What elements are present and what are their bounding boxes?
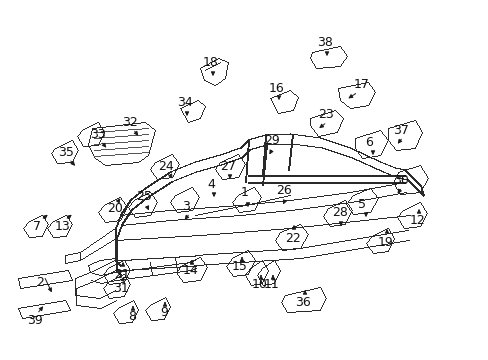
Text: 19: 19	[377, 235, 393, 248]
Text: 30: 30	[392, 174, 408, 186]
Text: 1: 1	[241, 186, 248, 199]
Text: 21: 21	[114, 267, 130, 280]
Text: 10: 10	[251, 279, 267, 292]
Text: 29: 29	[264, 135, 279, 148]
Text: 32: 32	[122, 116, 138, 129]
Text: 18: 18	[203, 57, 219, 69]
Text: 33: 33	[90, 127, 106, 140]
Text: 28: 28	[331, 207, 347, 220]
Text: 8: 8	[128, 310, 136, 324]
Text: 37: 37	[392, 123, 408, 136]
Text: 27: 27	[220, 159, 235, 172]
Text: 24: 24	[158, 159, 174, 172]
Text: 34: 34	[177, 96, 192, 109]
Text: 31: 31	[113, 283, 129, 296]
Text: 38: 38	[316, 36, 332, 49]
Text: 9: 9	[160, 306, 167, 320]
Text: 22: 22	[285, 231, 300, 244]
Text: 14: 14	[183, 265, 199, 278]
Text: 4: 4	[206, 179, 215, 192]
Text: 20: 20	[107, 202, 122, 216]
Text: 36: 36	[295, 297, 310, 310]
Text: 17: 17	[353, 78, 369, 91]
Text: 12: 12	[409, 213, 425, 226]
Text: 23: 23	[318, 108, 333, 122]
Text: 6: 6	[365, 136, 372, 149]
Text: 39: 39	[27, 315, 43, 328]
Text: 16: 16	[268, 81, 285, 94]
Text: 11: 11	[264, 279, 279, 292]
Text: 35: 35	[58, 145, 74, 158]
Text: 26: 26	[276, 184, 291, 198]
Text: 15: 15	[232, 261, 247, 274]
Text: 25: 25	[136, 190, 152, 203]
Text: 13: 13	[55, 220, 71, 233]
Text: 3: 3	[182, 199, 189, 212]
Text: 5: 5	[357, 198, 365, 211]
Text: 7: 7	[33, 220, 41, 233]
Text: 2: 2	[36, 276, 44, 289]
